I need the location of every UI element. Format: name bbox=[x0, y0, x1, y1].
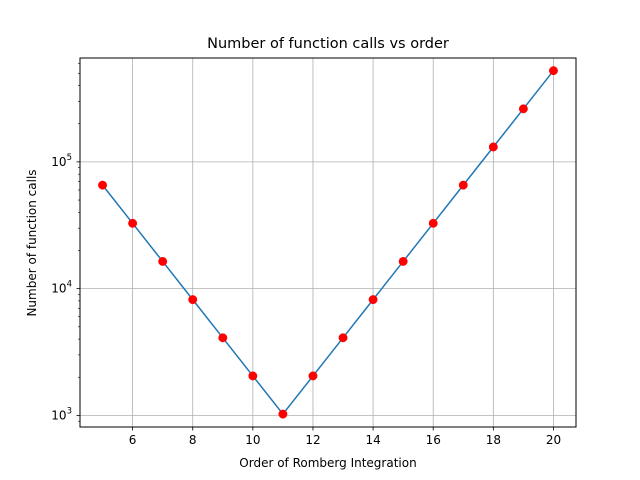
data-point bbox=[128, 218, 138, 228]
series-line bbox=[101, 70, 555, 415]
y-axis-label: Number of function calls bbox=[25, 169, 39, 316]
x-tick-label: 6 bbox=[129, 433, 137, 447]
data-point bbox=[549, 66, 558, 76]
grid bbox=[80, 58, 576, 427]
data-point bbox=[158, 257, 168, 266]
y-tick-label: 104 bbox=[51, 280, 72, 296]
x-tick-label: 8 bbox=[189, 433, 197, 447]
x-tick-label: 16 bbox=[426, 433, 441, 447]
data-point bbox=[218, 333, 228, 343]
data-point bbox=[428, 218, 438, 228]
x-axis-label: Order of Romberg Integration bbox=[239, 456, 416, 470]
chart-title: Number of function calls vs order bbox=[207, 36, 449, 52]
x-tick-label: 14 bbox=[365, 433, 380, 447]
y-ticks: 103 104 105 bbox=[51, 153, 80, 422]
data-point bbox=[398, 257, 408, 266]
x-tick-label: 12 bbox=[305, 433, 320, 447]
x-tick-label: 20 bbox=[546, 433, 561, 447]
y-tick-label: 105 bbox=[51, 153, 72, 169]
data-point bbox=[248, 371, 258, 381]
plot-frame bbox=[79, 57, 577, 428]
data-point bbox=[278, 409, 288, 419]
data-point bbox=[338, 333, 348, 343]
series-layer bbox=[98, 66, 558, 419]
data-point bbox=[488, 142, 498, 152]
x-tick-label: 10 bbox=[245, 433, 260, 447]
data-point bbox=[368, 295, 378, 305]
data-point bbox=[308, 371, 318, 381]
x-ticks: 6 8 10 12 14 16 18 20 bbox=[129, 427, 561, 447]
data-point bbox=[518, 104, 528, 114]
x-tick-label: 18 bbox=[486, 433, 501, 447]
data-point bbox=[458, 180, 468, 190]
y-tick-label: 103 bbox=[51, 406, 72, 422]
data-point bbox=[98, 180, 107, 190]
data-point bbox=[188, 295, 198, 305]
